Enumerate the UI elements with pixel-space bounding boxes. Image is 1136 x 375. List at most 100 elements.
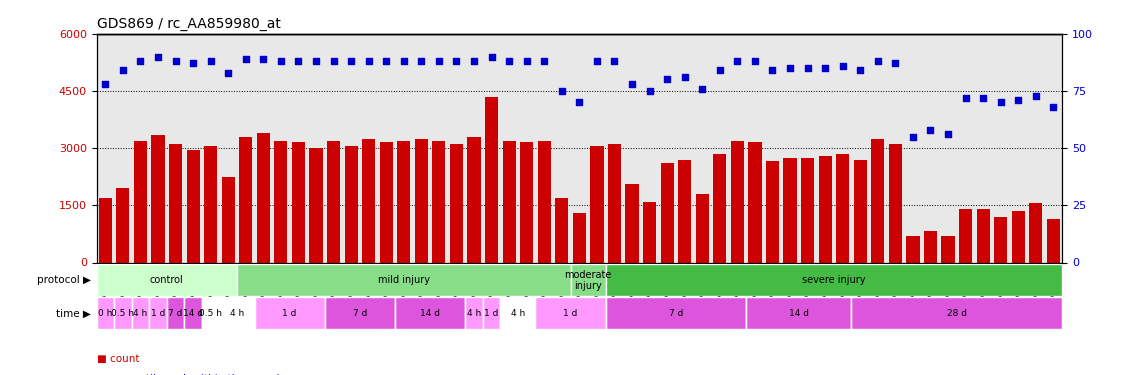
Bar [626, 184, 638, 262]
Point [325, 58, 343, 64]
Bar [186, 150, 200, 262]
Bar [643, 201, 657, 262]
Bar [204, 146, 217, 262]
Point [307, 58, 325, 64]
Point [342, 58, 360, 64]
Text: 7 d: 7 d [352, 309, 367, 318]
Bar [237, 264, 570, 296]
Bar [151, 135, 165, 262]
Bar [1029, 203, 1043, 262]
Text: 1 d: 1 d [151, 309, 165, 318]
Text: 1 d: 1 d [563, 309, 578, 318]
Bar [608, 144, 621, 262]
Text: mild injury: mild injury [378, 275, 429, 285]
Bar [746, 297, 852, 329]
Bar [184, 297, 202, 329]
Bar [766, 162, 779, 262]
Bar [836, 154, 850, 262]
Point [992, 99, 1010, 105]
Bar [222, 177, 235, 262]
Bar [977, 209, 989, 262]
Bar [116, 188, 130, 262]
Bar [730, 141, 744, 262]
Point [377, 58, 395, 64]
Bar [483, 297, 500, 329]
Bar [114, 297, 132, 329]
Bar [398, 141, 410, 262]
Point [658, 76, 676, 82]
Bar [907, 236, 919, 262]
Text: 7 d: 7 d [669, 309, 683, 318]
Point [904, 134, 922, 140]
Text: 0.5 h: 0.5 h [199, 309, 223, 318]
Point [693, 86, 711, 92]
Point [236, 56, 254, 62]
Bar [1046, 219, 1060, 262]
Point [1009, 97, 1027, 103]
Bar [415, 139, 428, 262]
Text: time ▶: time ▶ [56, 308, 91, 318]
Bar [605, 297, 746, 329]
Bar [309, 148, 323, 262]
Point [623, 81, 641, 87]
Bar [1012, 211, 1025, 262]
Bar [924, 231, 937, 262]
Point [272, 58, 290, 64]
Point [412, 58, 431, 64]
Point [483, 54, 501, 60]
Bar [801, 158, 815, 262]
Bar [169, 144, 182, 262]
Bar [257, 133, 270, 262]
Text: 4 h: 4 h [229, 309, 244, 318]
Bar [292, 142, 306, 262]
Point [219, 70, 237, 76]
Point [254, 56, 273, 62]
Bar [240, 137, 252, 262]
Text: 4 h: 4 h [133, 309, 148, 318]
Bar [132, 297, 149, 329]
Bar [97, 264, 237, 296]
Bar [591, 146, 603, 262]
Bar [570, 264, 605, 296]
Point [465, 58, 483, 64]
Point [886, 60, 904, 66]
Text: 0 h: 0 h [98, 309, 112, 318]
Point [939, 131, 958, 137]
Bar [325, 297, 395, 329]
Point [957, 95, 975, 101]
Point [1027, 93, 1045, 99]
Point [201, 58, 219, 64]
Point [851, 68, 869, 74]
Point [553, 88, 571, 94]
Bar [784, 158, 796, 262]
Point [570, 99, 588, 105]
Text: 14 d: 14 d [183, 309, 203, 318]
Bar [485, 97, 499, 262]
Text: ■ count: ■ count [97, 354, 139, 364]
Text: control: control [150, 275, 184, 285]
Point [429, 58, 448, 64]
Bar [556, 198, 568, 262]
Bar [327, 141, 340, 262]
Point [641, 88, 659, 94]
Point [763, 68, 782, 74]
Text: ■ percentile rank within the sample: ■ percentile rank within the sample [97, 374, 285, 375]
Bar [819, 156, 832, 262]
Point [816, 65, 834, 71]
Bar [202, 297, 219, 329]
Text: 1 d: 1 d [283, 309, 296, 318]
Bar [660, 164, 674, 262]
Point [921, 127, 939, 133]
Text: 14 d: 14 d [788, 309, 809, 318]
Point [1044, 104, 1062, 110]
Point [535, 58, 553, 64]
Bar [605, 264, 1062, 296]
Bar [888, 144, 902, 262]
Point [869, 58, 887, 64]
Text: moderate
injury: moderate injury [565, 270, 612, 291]
Bar [994, 217, 1008, 262]
Bar [395, 297, 466, 329]
Point [518, 58, 536, 64]
Point [500, 58, 518, 64]
Point [448, 58, 466, 64]
